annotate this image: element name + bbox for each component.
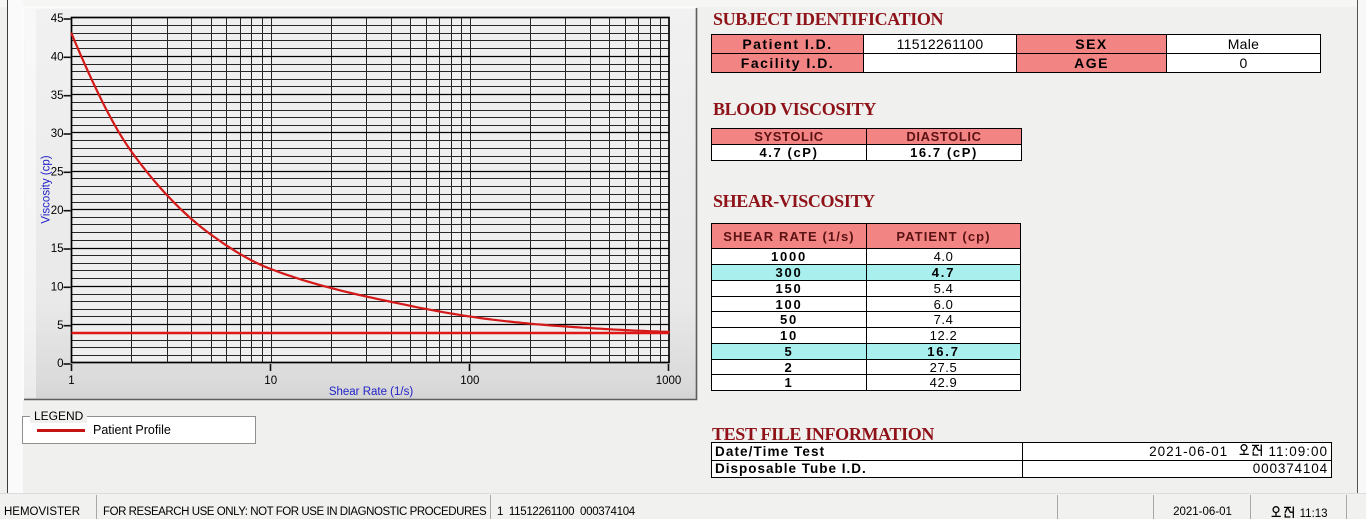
svg-text:15: 15 — [51, 243, 64, 255]
svg-text:40: 40 — [51, 51, 64, 63]
svg-text:45: 45 — [51, 13, 64, 25]
svg-text:Shear Rate (1/s): Shear Rate (1/s) — [329, 386, 414, 398]
svg-text:100: 100 — [460, 375, 479, 387]
svg-text:Viscosity (cp): Viscosity (cp) — [41, 155, 53, 223]
svg-text:1: 1 — [68, 375, 74, 387]
svg-text:5: 5 — [57, 320, 63, 332]
svg-text:25: 25 — [51, 166, 64, 178]
svg-text:30: 30 — [51, 128, 64, 140]
svg-text:0: 0 — [57, 358, 63, 370]
svg-text:10: 10 — [264, 375, 277, 387]
svg-text:20: 20 — [51, 205, 64, 217]
svg-text:35: 35 — [51, 90, 64, 102]
svg-text:1000: 1000 — [656, 375, 682, 387]
svg-text:10: 10 — [51, 281, 64, 293]
